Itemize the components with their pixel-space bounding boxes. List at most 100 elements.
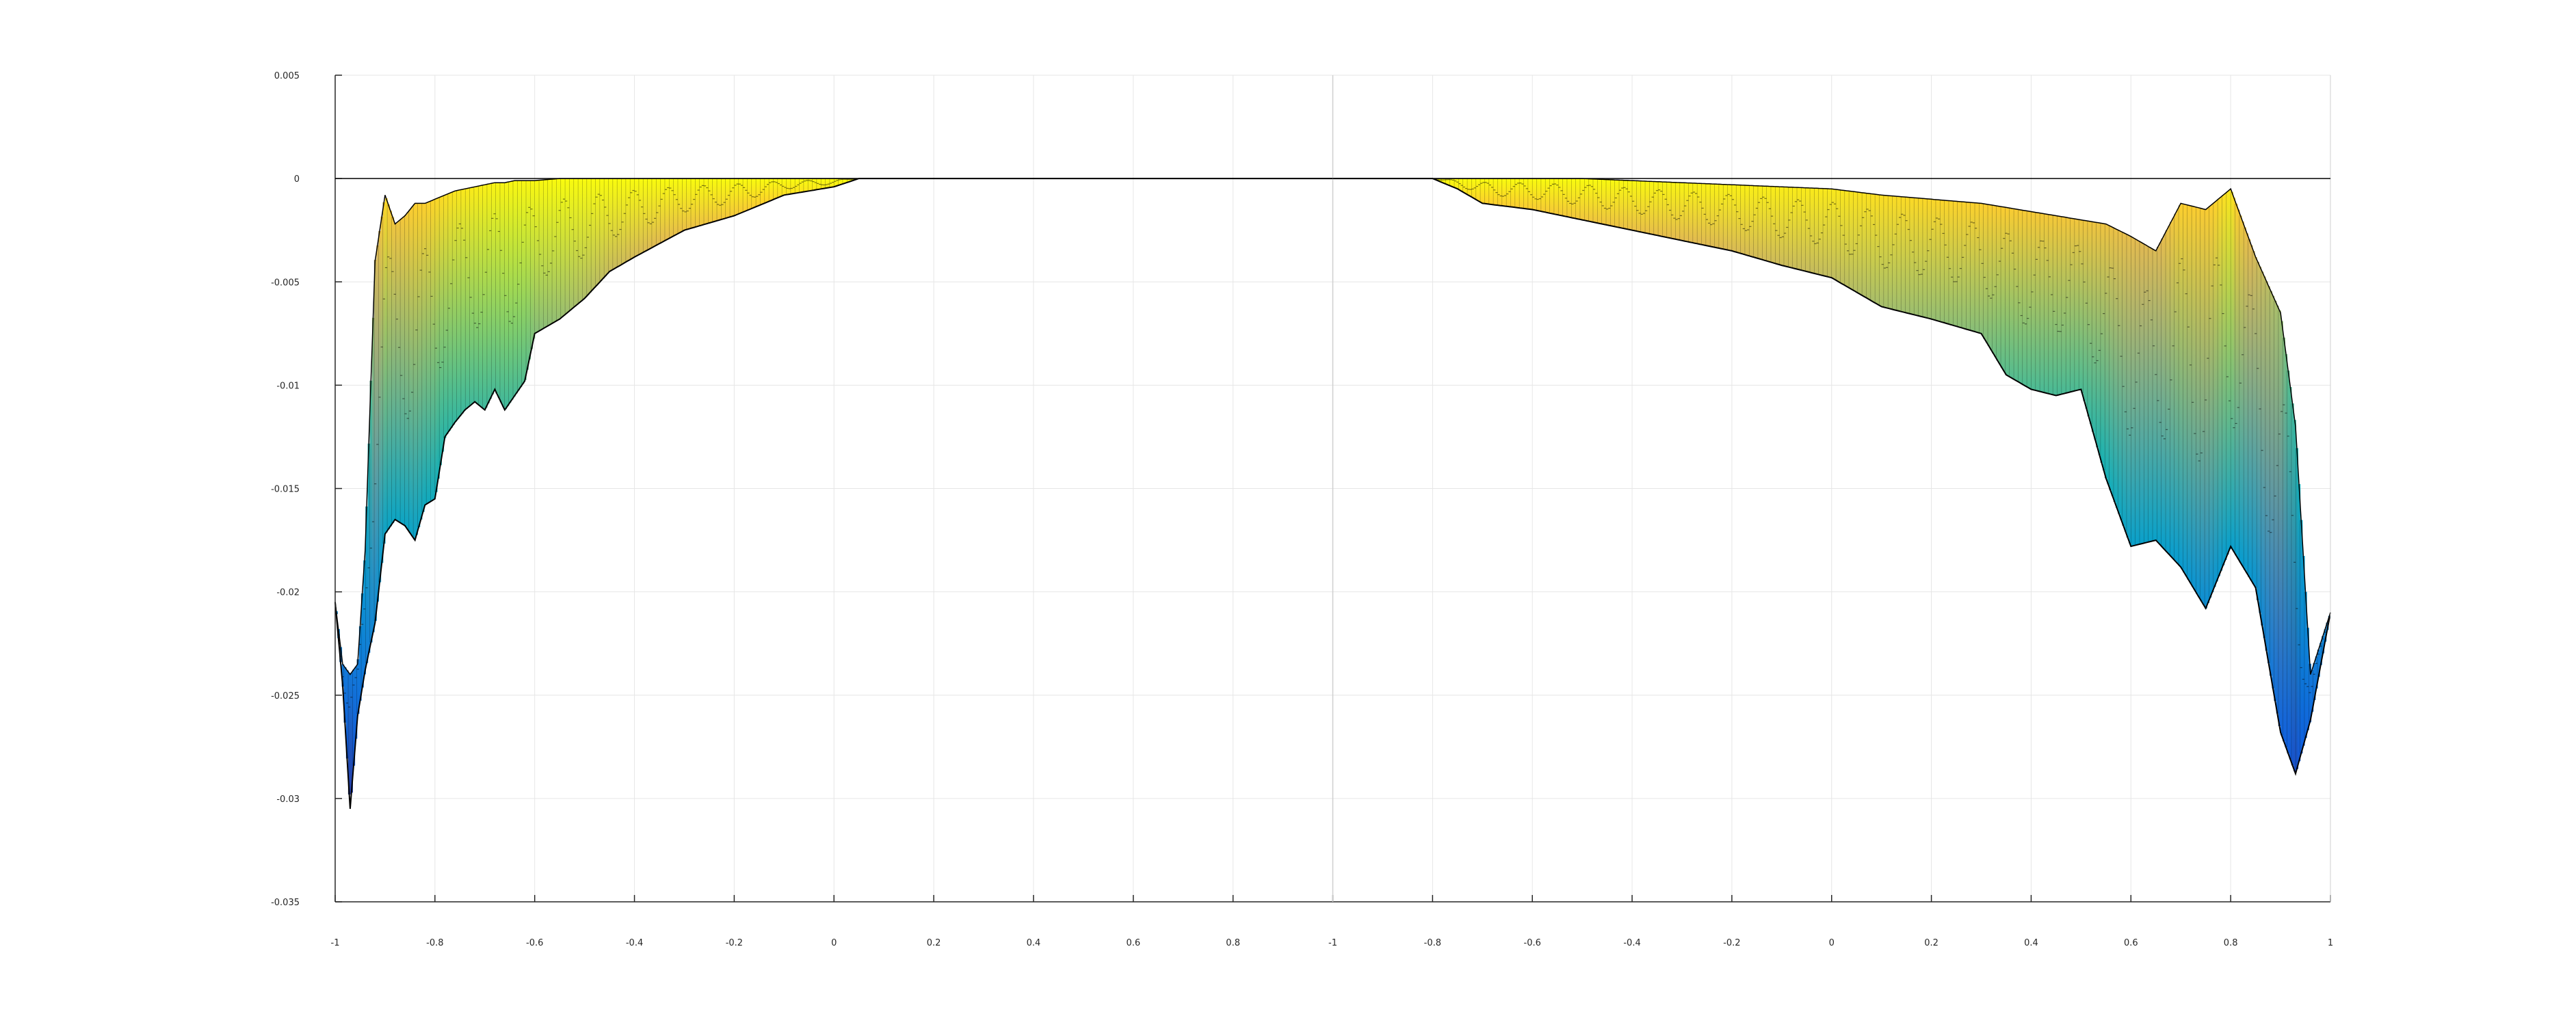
surface-strip — [2009, 208, 2012, 377]
x-tick-label: -0.4 — [626, 938, 643, 948]
surface-strip — [2109, 226, 2112, 490]
surface-panel-2 — [1332, 178, 2331, 776]
surface-strip — [2220, 197, 2223, 571]
surface-strip — [2150, 248, 2153, 542]
x-tick-label: 0 — [1829, 938, 1835, 948]
surface-strip — [645, 178, 648, 251]
surface-strip — [1901, 196, 1904, 312]
surface-strip — [1590, 178, 1594, 222]
surface-strip — [354, 667, 358, 739]
surface-strip — [1447, 178, 1451, 185]
surface-strip — [816, 178, 819, 190]
surface-strip — [1888, 196, 1891, 309]
x-tick-label: 1 — [2328, 938, 2333, 948]
surface-strip — [1610, 179, 1614, 226]
surface-strip — [775, 178, 778, 198]
surface-strip — [1803, 187, 1806, 271]
surface-strip — [560, 178, 564, 318]
surface-strip — [443, 195, 447, 438]
surface-strip — [1810, 187, 1813, 273]
surface-strip — [1712, 184, 1716, 248]
surface-strip — [467, 188, 471, 407]
surface-strip — [437, 198, 440, 479]
surface-strip — [727, 178, 731, 217]
surface-strip — [599, 178, 603, 281]
surface-strip — [456, 190, 460, 419]
surface-strip — [1760, 185, 1763, 260]
surface-strip — [406, 212, 410, 530]
surface-strip — [2094, 222, 2097, 440]
surface-strip — [430, 200, 434, 501]
surface-strip — [2001, 206, 2003, 368]
surface-strip — [667, 178, 670, 239]
surface-strip — [623, 178, 627, 263]
surface-strip — [2259, 267, 2262, 613]
surface-strip — [345, 670, 349, 759]
surface-strip — [2261, 271, 2264, 626]
surface-strip — [704, 178, 707, 224]
surface-strip — [1903, 197, 1906, 312]
x-tick-label: 0 — [831, 938, 837, 948]
x-tick-label: -1 — [331, 938, 340, 948]
surface-strip — [2031, 211, 2034, 390]
surface-strip — [1592, 178, 1596, 223]
surface-strip — [569, 178, 573, 310]
surface-strip — [1653, 181, 1657, 235]
x-tick-label: -1 — [1328, 938, 1337, 948]
surface-strip — [1781, 187, 1785, 266]
surface-strip — [1886, 195, 1889, 308]
surface-strip — [1553, 178, 1557, 215]
surface-strip — [2096, 222, 2099, 448]
surface-strip — [1801, 187, 1804, 271]
surface-strip — [2059, 216, 2062, 395]
surface-strip — [717, 178, 720, 221]
surface-strip — [1601, 179, 1605, 224]
surface-strip — [708, 178, 711, 224]
surface-strip — [1792, 187, 1796, 269]
surface-strip — [756, 178, 759, 206]
surface-strip — [784, 178, 787, 196]
surface-strip — [1979, 203, 1982, 334]
surface-strip — [378, 230, 382, 583]
surface-strip — [743, 178, 746, 212]
surface-strip — [1467, 178, 1470, 196]
surface-strip — [1464, 178, 1468, 194]
surface-strip — [2148, 247, 2151, 542]
surface-strip — [662, 178, 666, 241]
surface-strip — [1718, 184, 1722, 249]
surface-strip — [2228, 189, 2231, 550]
surface-strip — [376, 245, 380, 602]
surface-strip — [1777, 187, 1780, 265]
surface-strip — [1961, 202, 1964, 328]
surface-strip — [2118, 230, 2121, 514]
surface-strip — [1816, 188, 1819, 275]
surface-strip — [1603, 179, 1607, 225]
surface-strip — [2211, 204, 2214, 593]
surface-strip — [1645, 181, 1648, 233]
surface-strip — [1918, 198, 1921, 317]
y-tick-label: 0 — [294, 174, 300, 185]
surface-strip — [2100, 223, 2103, 463]
surface-strip — [363, 560, 366, 675]
surface-strip — [2298, 483, 2301, 762]
surface-strip — [1482, 178, 1486, 204]
surface-strip — [1666, 182, 1670, 238]
surface-strip — [1614, 180, 1618, 227]
surface-strip — [660, 178, 663, 243]
surface-strip — [1556, 178, 1559, 215]
surface-strip — [1836, 189, 1839, 281]
surface-strip — [1473, 178, 1477, 199]
surface-strip — [2163, 234, 2166, 550]
surface-strip — [532, 181, 536, 339]
surface-strip — [1547, 178, 1551, 213]
surface-strip — [1573, 178, 1577, 219]
surface-strip — [1688, 183, 1692, 243]
surface-strip — [601, 178, 605, 279]
surface-strip — [1770, 186, 1774, 263]
surface-strip — [847, 178, 850, 183]
surface-strip — [2174, 213, 2177, 561]
surface-strip — [2131, 237, 2134, 546]
surface-strip — [760, 178, 763, 205]
